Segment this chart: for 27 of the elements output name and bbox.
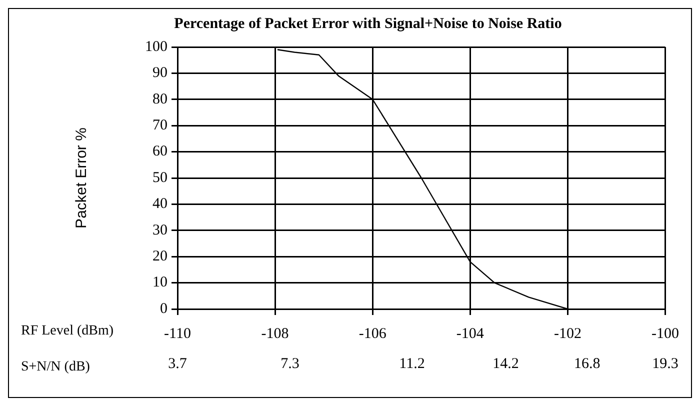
y-tick-label: 60 (152, 144, 168, 160)
x-axis-title: RF Level (dBm) (21, 324, 114, 339)
x2-tick-label: 16.8 (574, 356, 600, 372)
x2-tick-label: 11.2 (399, 356, 425, 372)
y-tick-label: 70 (152, 118, 168, 134)
y-tick-label: 90 (152, 65, 168, 82)
y-tick-label: 20 (152, 248, 168, 265)
y-tick-label: 100 (145, 38, 168, 55)
x2-tick-label: 19.3 (652, 356, 678, 372)
y-tick-label: 40 (152, 196, 168, 212)
y-tick-label: 30 (152, 222, 168, 238)
x2-tick-label: 14.2 (492, 356, 519, 372)
y-tick-label: 10 (152, 274, 168, 291)
x-tick-label: -104 (456, 326, 484, 342)
y-axis-title: Packet Error % (73, 128, 90, 228)
x-tick-label: -100 (652, 326, 679, 342)
y-tick-label: 80 (152, 91, 168, 108)
x2-tick-label: 7.3 (280, 356, 300, 372)
x-tick-label: -106 (358, 326, 387, 342)
x2-axis-title: S+N/N (dB) (21, 360, 90, 375)
y-tick-label: 0 (160, 300, 168, 317)
x-tick-label: -108 (261, 326, 289, 342)
x-tick-label: -110 (164, 326, 191, 342)
y-tick-label: 50 (152, 170, 168, 186)
x2-tick-label: 3.7 (168, 356, 188, 372)
x-tick-label: -102 (554, 326, 582, 342)
chart-title: Percentage of Packet Error with Signal+Noise to Noise Ratio (174, 16, 562, 32)
